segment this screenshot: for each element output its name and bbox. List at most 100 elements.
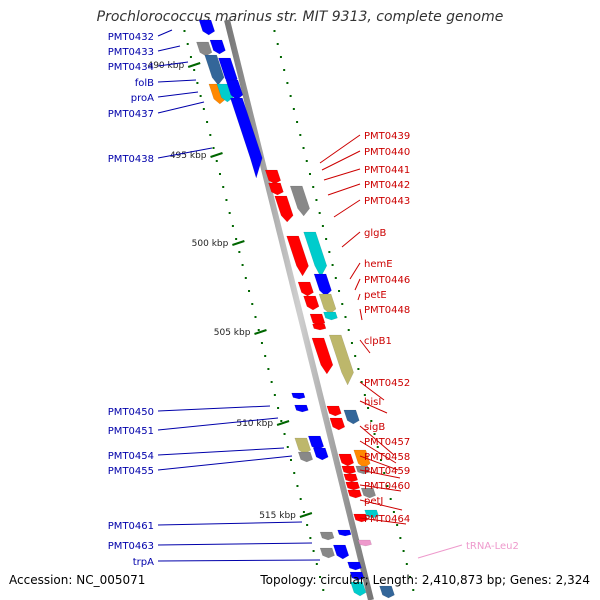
gene-PMT0437-leader — [157, 101, 205, 114]
gene-PMT0441-leader — [323, 168, 361, 181]
scale-tick — [232, 240, 245, 246]
guide-dot — [244, 277, 247, 279]
gene-proA-label: proA — [131, 93, 154, 104]
guide-dot — [189, 56, 192, 58]
gene-PMT0438-leader — [157, 147, 213, 159]
gene-PMT0452-leader — [359, 381, 385, 401]
guide-dot — [296, 121, 299, 123]
scale-label: 495 kbp — [170, 151, 207, 161]
label-leaders — [157, 29, 463, 562]
guide-dot — [379, 459, 382, 461]
guide-dot — [212, 147, 215, 149]
gene-petJ-label: petJ — [364, 496, 383, 507]
guide-dot — [289, 459, 292, 461]
gene-block-blue — [209, 39, 226, 55]
gene-block-blue — [332, 544, 350, 560]
gene-trpA-leader — [157, 559, 321, 562]
scale-tick — [254, 329, 267, 335]
gene-PMT0455-label: PMT0455 — [108, 466, 154, 477]
guide-dot — [402, 550, 405, 552]
gene-petJ-leader — [359, 499, 403, 511]
gene-PMT0437-label: PMT0437 — [108, 109, 154, 120]
gene-hisI-label: hisI — [364, 397, 381, 408]
guide-dot — [277, 407, 280, 409]
gene-PMT0432-leader — [157, 29, 173, 37]
gene-sigB-leader — [359, 425, 395, 456]
gene-block-gray — [319, 531, 335, 541]
gene-block-steel — [379, 585, 395, 599]
gene-block-gray — [297, 451, 314, 463]
gene-PMT0459-label: PMT0459 — [364, 466, 410, 477]
guide-dot — [241, 264, 244, 266]
scale-tick — [299, 512, 313, 518]
gene-PMT0451-leader — [157, 417, 279, 431]
scale-label: 510 kbp — [236, 419, 273, 429]
gene-PMT0461-label: PMT0461 — [108, 521, 154, 532]
guide-dot — [264, 355, 267, 357]
guide-dot — [338, 290, 341, 292]
guide-dot — [350, 342, 353, 344]
guide-dot — [206, 121, 209, 123]
gene-block-red — [345, 481, 361, 491]
gene-PMT0454-label: PMT0454 — [108, 451, 154, 462]
gene-PMT0464-leader — [359, 517, 407, 525]
guide-dot — [357, 368, 360, 370]
guide-dot — [283, 69, 286, 71]
gene-folB-label: folB — [135, 78, 154, 89]
gene-PMT0463-label: PMT0463 — [108, 541, 154, 552]
gene-block-gray — [289, 185, 310, 217]
gene-PMT0457-leader — [359, 440, 397, 464]
gene-block-blue — [225, 79, 244, 101]
gene-PMT0458-label: PMT0458 — [364, 452, 410, 463]
gene-PMT0446-leader — [354, 278, 361, 291]
guide-dot — [389, 498, 392, 500]
guide-dot — [186, 43, 189, 45]
gene-block-blue — [198, 19, 216, 36]
gene-glgB-leader — [341, 231, 361, 248]
gene-glgB-label: glgB — [364, 228, 386, 239]
gene-PMT0452-label: PMT0452 — [364, 378, 410, 389]
gene-PMT0464-label: PMT0464 — [364, 514, 410, 525]
guide-dot — [228, 212, 231, 214]
guide-dot — [235, 238, 238, 240]
gene-PMT0442-leader — [327, 183, 361, 196]
guide-dot — [270, 381, 273, 383]
gene-block-red — [268, 182, 284, 196]
guide-dot — [341, 303, 344, 305]
guide-dot — [260, 342, 263, 344]
gene-block-olive — [318, 293, 337, 315]
scale-tick — [187, 62, 201, 68]
guide-dot — [299, 134, 302, 136]
guide-dot — [363, 394, 366, 396]
gene-trpA-label: trpA — [133, 557, 154, 568]
gene-PMT0434-label: PMT0434 — [108, 62, 154, 73]
guide-dot — [309, 537, 312, 539]
gene-block-blue — [349, 571, 365, 581]
guide-dot — [286, 82, 289, 84]
gene-block-blue — [312, 447, 329, 461]
gene-block-steel — [343, 409, 360, 425]
guide-dot — [322, 589, 325, 591]
gene-block-blue — [294, 404, 309, 413]
gene-block-red — [311, 337, 334, 375]
gene-PMT0463-leader — [157, 542, 313, 546]
guide-dot — [302, 511, 305, 513]
guide-dot — [409, 576, 412, 578]
guide-dot — [334, 277, 337, 279]
guide-dot — [315, 563, 318, 565]
guide-dot — [370, 420, 373, 422]
guide-dot — [251, 303, 254, 305]
gene-block-cyan — [364, 509, 379, 519]
gene-PMT0450-label: PMT0450 — [108, 407, 154, 418]
gene-block-cyan — [303, 231, 328, 278]
guide-dot — [344, 316, 347, 318]
guide-dot — [328, 251, 331, 253]
dotted-guides: 490 kbp 495 kbp 500 kbp 505 kbp 510 kbp 515 k… — [147, 30, 415, 591]
gene-PMT0446-label: PMT0446 — [364, 275, 410, 286]
guide-dot — [331, 264, 334, 266]
guide-dot — [231, 225, 234, 227]
guide-dot — [199, 95, 202, 97]
guide-dot — [209, 134, 212, 136]
gene-block-gray — [319, 547, 335, 559]
